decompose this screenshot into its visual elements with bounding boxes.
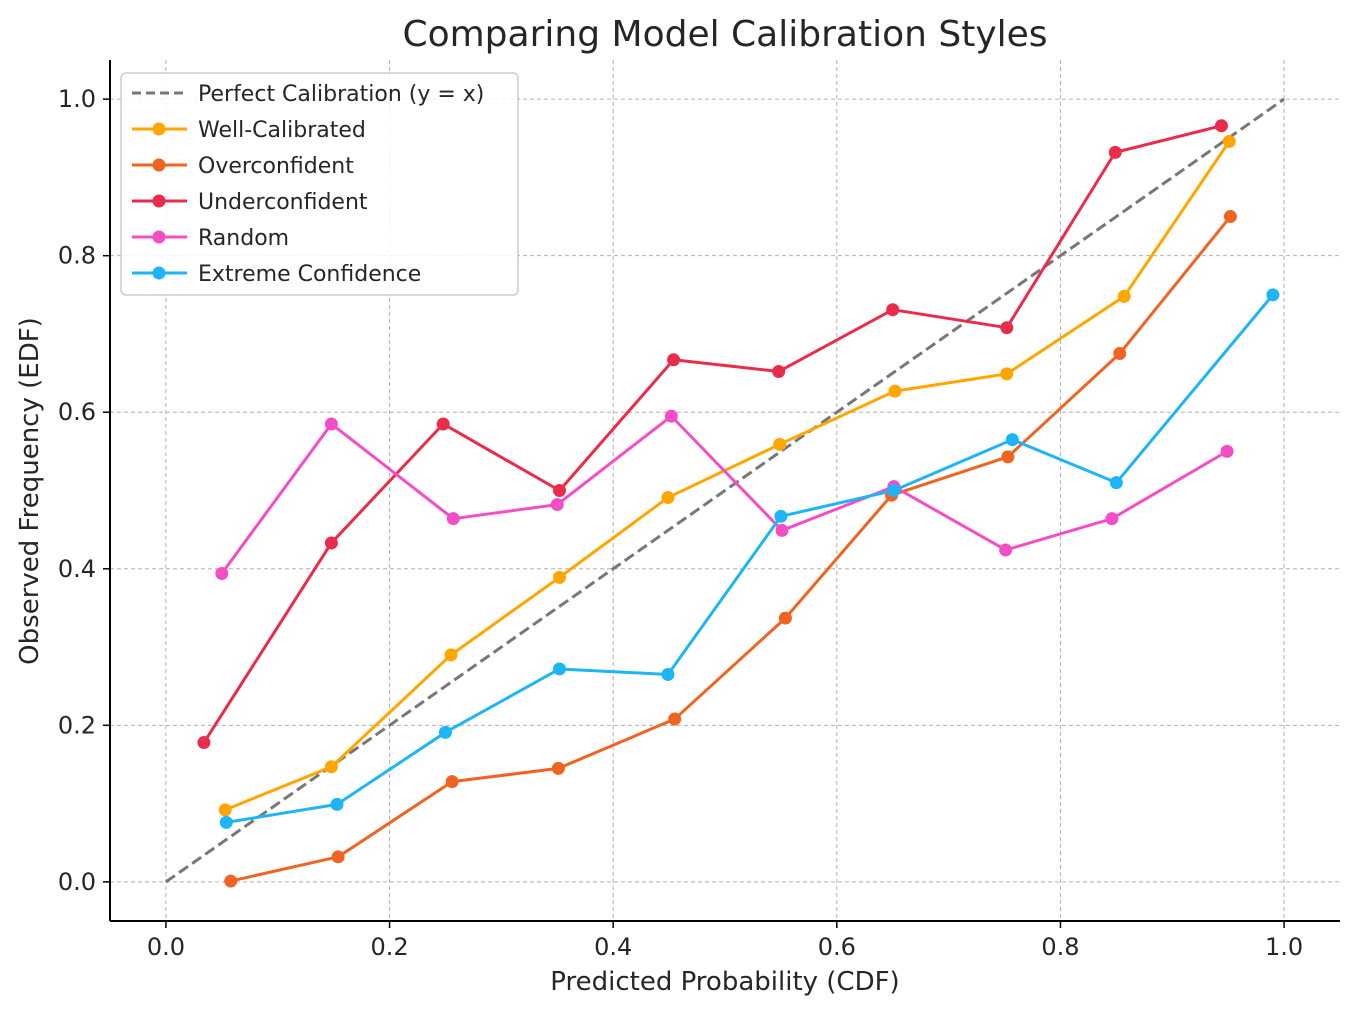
data-point xyxy=(1117,289,1131,303)
data-point xyxy=(445,775,459,789)
legend-marker xyxy=(152,194,166,208)
y-tick-label: 0.4 xyxy=(58,555,96,583)
series-extreme-confidence xyxy=(219,288,1280,829)
reference-line-group xyxy=(165,97,1285,884)
data-point xyxy=(444,648,458,662)
y-tick-label: 0.0 xyxy=(58,868,96,896)
axes xyxy=(109,60,1340,922)
data-point xyxy=(331,850,345,864)
legend-item: Random xyxy=(132,226,289,251)
legend: Perfect Calibration (y = x) Well-Calibrat… xyxy=(120,72,519,296)
data-point xyxy=(772,365,786,379)
reference-line xyxy=(165,97,1285,884)
y-tick-label: 0.8 xyxy=(58,242,96,270)
data-point xyxy=(553,484,567,497)
data-point xyxy=(1266,288,1280,302)
data-point xyxy=(1222,134,1236,148)
y-ticks: 0.0 0.2 0.4 0.6 0.8 1.0 xyxy=(58,85,110,896)
data-point xyxy=(553,662,567,676)
series-line xyxy=(230,215,1232,883)
data-point xyxy=(667,353,681,367)
data-point xyxy=(886,303,900,317)
series-line xyxy=(226,293,1275,824)
data-point xyxy=(1223,210,1237,224)
data-point xyxy=(218,803,232,817)
legend-item: Perfect Calibration (y = x) xyxy=(132,82,484,107)
x-tick-label: 0.6 xyxy=(818,933,856,961)
data-point xyxy=(1000,367,1014,381)
data-point xyxy=(661,667,675,681)
data-point xyxy=(436,417,450,431)
data-point xyxy=(1005,433,1019,447)
legend-label: Extreme Confidence xyxy=(198,262,421,287)
data-point xyxy=(219,815,233,829)
data-point xyxy=(215,566,229,580)
x-axis-label: Predicted Probability (CDF) xyxy=(550,967,899,997)
data-point xyxy=(778,611,792,625)
legend-label: Underconfident xyxy=(198,190,368,215)
data-point xyxy=(1108,145,1122,159)
data-point xyxy=(774,509,788,523)
data-point xyxy=(773,437,787,451)
series-line xyxy=(202,124,1222,744)
data-point xyxy=(551,761,565,775)
data-point xyxy=(224,874,238,888)
data-point xyxy=(330,797,344,811)
y-axis-label: Observed Frequency (EDF) xyxy=(15,317,45,665)
legend-marker xyxy=(152,266,166,280)
series-random xyxy=(215,409,1234,580)
data-point xyxy=(668,712,682,726)
data-point xyxy=(1113,347,1127,361)
data-point xyxy=(1000,321,1014,335)
data-point xyxy=(438,725,452,739)
data-point xyxy=(550,498,564,512)
data-point xyxy=(888,384,902,398)
legend-item: Well-Calibrated xyxy=(132,118,366,143)
y-tick-label: 0.2 xyxy=(58,711,96,739)
legend-item: Underconfident xyxy=(132,190,368,215)
x-ticks: 0.0 0.2 0.4 0.6 0.8 1.0 xyxy=(147,921,1303,961)
data-point xyxy=(1220,444,1234,458)
legend-marker xyxy=(152,122,166,136)
chart-title: Comparing Model Calibration Styles xyxy=(402,14,1047,55)
series-overconfident xyxy=(224,210,1237,888)
data-point xyxy=(1105,512,1119,526)
x-tick-label: 1.0 xyxy=(1265,933,1303,961)
data-point xyxy=(324,760,338,774)
legend-item: Extreme Confidence xyxy=(132,262,421,287)
x-tick-label: 0.8 xyxy=(1041,933,1079,961)
legend-marker xyxy=(152,158,166,172)
data-point xyxy=(324,536,338,550)
x-tick-label: 0.0 xyxy=(147,933,185,961)
series-line xyxy=(220,414,1228,575)
x-tick-label: 0.2 xyxy=(370,933,408,961)
y-tick-label: 1.0 xyxy=(58,85,96,113)
data-point xyxy=(553,570,567,584)
series-underconfident xyxy=(197,119,1228,750)
legend-label: Perfect Calibration (y = x) xyxy=(198,82,484,107)
data-point xyxy=(775,523,789,537)
legend-label: Overconfident xyxy=(198,154,354,179)
legend-label: Well-Calibrated xyxy=(198,118,366,143)
series-group xyxy=(197,119,1280,888)
legend-marker xyxy=(152,230,166,244)
data-point xyxy=(446,512,460,526)
data-point xyxy=(887,484,901,497)
data-point xyxy=(1109,476,1123,490)
data-point xyxy=(999,543,1013,557)
x-tick-label: 0.4 xyxy=(594,933,632,961)
y-tick-label: 0.6 xyxy=(58,398,96,426)
data-point xyxy=(664,409,678,423)
data-point xyxy=(197,736,211,750)
data-point xyxy=(1214,119,1228,133)
legend-item: Overconfident xyxy=(132,154,354,179)
data-point xyxy=(1001,450,1015,464)
legend-label: Random xyxy=(198,226,289,251)
data-point xyxy=(661,491,675,505)
data-point xyxy=(324,417,338,431)
legend-frame xyxy=(120,72,519,296)
